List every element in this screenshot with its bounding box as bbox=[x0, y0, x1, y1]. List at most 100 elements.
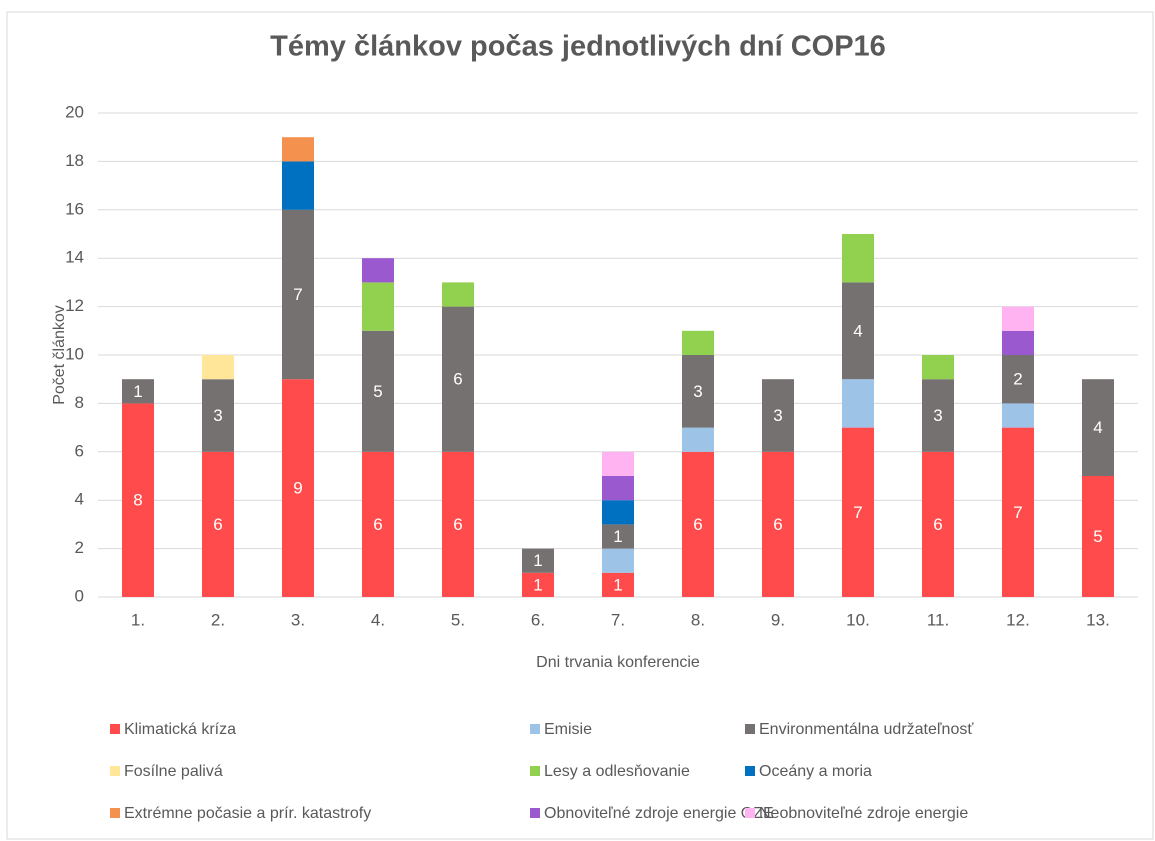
data-label: 3 bbox=[213, 406, 222, 425]
bar-segment bbox=[1002, 427, 1034, 597]
bar-segment bbox=[122, 379, 154, 404]
bar-segment bbox=[842, 234, 874, 283]
x-tick-label: 13. bbox=[1086, 610, 1110, 629]
x-tick-label: 2. bbox=[211, 610, 225, 629]
bar-segment bbox=[362, 451, 394, 597]
bar-segment bbox=[1002, 355, 1034, 404]
legend-label: Environmentálna udržateľnosť bbox=[759, 721, 974, 738]
data-label: 3 bbox=[693, 382, 702, 401]
legend-label: Neobnoviteľné zdroje energie bbox=[759, 805, 968, 822]
legend-swatch bbox=[530, 766, 540, 776]
y-tick-label: 12 bbox=[65, 296, 84, 315]
data-label: 6 bbox=[453, 515, 462, 534]
data-label: 8 bbox=[133, 491, 142, 510]
bar-segment bbox=[202, 379, 234, 452]
y-tick-label: 6 bbox=[75, 441, 84, 460]
bar-segment bbox=[842, 427, 874, 597]
bar-segment bbox=[682, 355, 714, 428]
y-tick-label: 18 bbox=[65, 151, 84, 170]
legend-swatch bbox=[745, 808, 755, 818]
bar-segment bbox=[602, 524, 634, 549]
legend-swatch bbox=[110, 766, 120, 776]
data-label: 3 bbox=[773, 406, 782, 425]
data-label: 6 bbox=[213, 515, 222, 534]
legend-label: Obnoviteľné zdroje energie OZE bbox=[544, 805, 774, 822]
bar-segment bbox=[1002, 306, 1034, 331]
bar-segment bbox=[922, 355, 954, 380]
bar-segment bbox=[682, 427, 714, 452]
chart-frame bbox=[6, 11, 1154, 840]
x-tick-label: 12. bbox=[1006, 610, 1030, 629]
bar-segment bbox=[362, 258, 394, 283]
chart-title: Témy článkov počas jednotlivých dní COP1… bbox=[270, 31, 886, 63]
bar-segment bbox=[122, 403, 154, 597]
bar-segment bbox=[602, 548, 634, 573]
y-tick-label: 2 bbox=[75, 538, 84, 557]
legend-label: Emisie bbox=[544, 721, 592, 738]
bar-segment bbox=[1082, 379, 1114, 476]
bar-segment bbox=[762, 379, 794, 452]
data-label: 1 bbox=[533, 551, 542, 570]
bar-segment bbox=[282, 209, 314, 380]
legend-swatch bbox=[110, 724, 120, 734]
y-tick-label: 8 bbox=[75, 393, 84, 412]
bar-segment bbox=[682, 330, 714, 355]
data-label: 4 bbox=[1093, 418, 1102, 437]
legend-label: Oceány a moria bbox=[759, 763, 872, 780]
bar-segment bbox=[602, 572, 634, 597]
legend-label: Fosílne palivá bbox=[124, 763, 223, 780]
y-tick-label: 20 bbox=[65, 102, 84, 121]
y-tick-label: 4 bbox=[75, 490, 84, 509]
bar-segment bbox=[442, 306, 474, 452]
y-axis-label: Počet článkov bbox=[51, 305, 68, 405]
x-tick-label: 7. bbox=[611, 610, 625, 629]
data-label: 6 bbox=[693, 515, 702, 534]
data-label: 5 bbox=[1093, 527, 1102, 546]
bar-segment bbox=[442, 451, 474, 597]
bar-segment bbox=[602, 476, 634, 501]
bar-segment bbox=[1002, 330, 1034, 355]
y-tick-label: 14 bbox=[65, 248, 84, 267]
data-label: 7 bbox=[853, 503, 862, 522]
x-axis-label: Dni trvania konferencie bbox=[536, 654, 700, 671]
data-label: 7 bbox=[293, 285, 302, 304]
x-tick-label: 1. bbox=[131, 610, 145, 629]
bar-segment bbox=[842, 282, 874, 380]
legend-swatch bbox=[745, 766, 755, 776]
data-label: 4 bbox=[853, 321, 862, 340]
legend-swatch bbox=[530, 724, 540, 734]
data-label: 1 bbox=[613, 575, 622, 594]
data-label: 2 bbox=[1013, 370, 1022, 389]
bar-segment bbox=[362, 330, 394, 452]
bar-segment bbox=[842, 379, 874, 428]
bar-segment bbox=[282, 137, 314, 162]
x-tick-label: 8. bbox=[691, 610, 705, 629]
bar-segment bbox=[202, 451, 234, 597]
x-tick-label: 9. bbox=[771, 610, 785, 629]
legend-label: Lesy a odlesňovanie bbox=[544, 763, 690, 780]
x-tick-label: 11. bbox=[927, 610, 949, 629]
legend-label: Klimatická kríza bbox=[124, 721, 236, 738]
bar-segment bbox=[282, 379, 314, 597]
data-label: 9 bbox=[293, 479, 302, 498]
legend-swatch bbox=[110, 808, 120, 818]
y-tick-label: 16 bbox=[65, 199, 84, 218]
legend-label: Extrémne počasie a prír. katastrofy bbox=[124, 805, 371, 822]
data-label: 6 bbox=[773, 515, 782, 534]
bar-segment bbox=[202, 355, 234, 380]
bar-segment bbox=[1002, 403, 1034, 428]
x-tick-label: 10. bbox=[846, 610, 870, 629]
data-label: 5 bbox=[373, 382, 382, 401]
y-tick-label: 0 bbox=[75, 586, 84, 605]
data-label: 3 bbox=[933, 406, 942, 425]
bar-segment bbox=[602, 451, 634, 476]
x-tick-label: 4. bbox=[371, 610, 385, 629]
bar-segment bbox=[282, 161, 314, 210]
data-label: 1 bbox=[613, 527, 622, 546]
bar-segment bbox=[682, 451, 714, 597]
legend-swatch bbox=[530, 808, 540, 818]
x-tick-label: 6. bbox=[531, 610, 545, 629]
data-label: 7 bbox=[1013, 503, 1022, 522]
legend-swatch bbox=[745, 724, 755, 734]
data-label: 1 bbox=[533, 575, 542, 594]
